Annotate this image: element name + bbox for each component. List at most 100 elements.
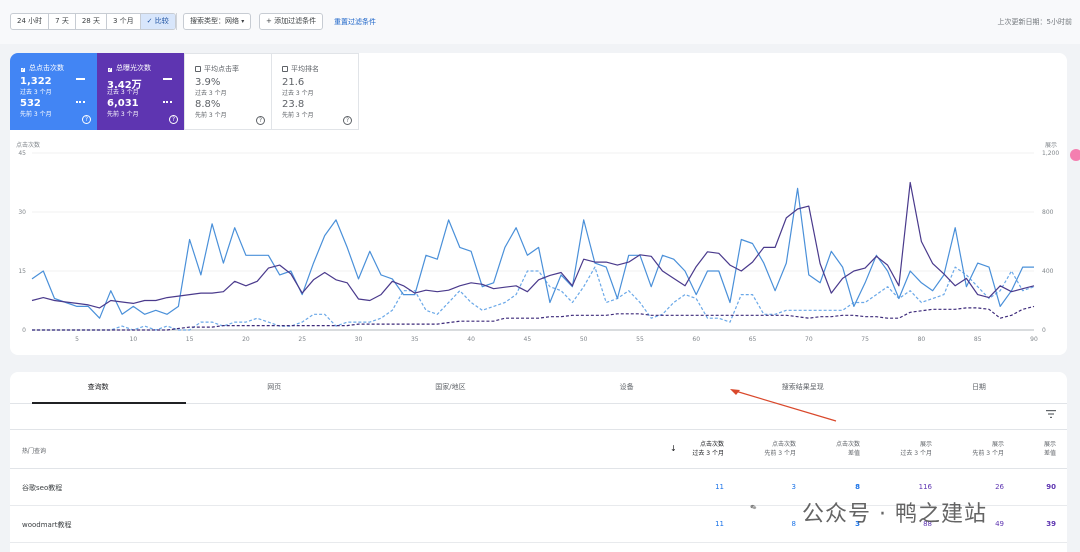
metric-label-text: 总曝光次数 — [116, 64, 151, 72]
query-text: woodmart教程 — [22, 521, 72, 529]
tab-pages[interactable]: 网页 — [267, 383, 282, 391]
impressions-diff: 39 — [1046, 520, 1056, 528]
column-header-sub: 先前 3 个月 — [972, 450, 1004, 457]
metric-value-previous: 532 — [20, 98, 41, 109]
metric-label-text: 平均点击率 — [204, 65, 239, 73]
range-compare[interactable]: ✓ 比较 — [140, 14, 175, 29]
metric-label-text: 平均排名 — [291, 65, 319, 73]
metric-value-current: 3.9% — [195, 77, 221, 88]
column-header-sub: 过去 3 个月 — [692, 450, 724, 457]
y2-tick-label: 0 — [1042, 327, 1046, 334]
sort-arrow-icon: ↓ — [670, 444, 677, 453]
help-icon[interactable]: ? — [343, 116, 352, 125]
tab-dates[interactable]: 日期 — [971, 383, 986, 391]
x-tick-label: 5 — [75, 336, 79, 343]
column-header-clicks-previous[interactable]: 点击次数 先前 3 个月 — [752, 440, 796, 458]
search-type-dropdown[interactable]: 搜索类型：网络 ▾ — [183, 13, 252, 30]
range-28d[interactable]: 28 天 — [76, 14, 107, 29]
metric-label-text: 总点击次数 — [29, 64, 64, 72]
performance-card: ✓ 总点击次数 1,322 过去 3 个月 532 先前 3 个月 ? ✓ 总曝光次… — [10, 53, 1067, 355]
clicks-current: 11 — [715, 520, 724, 528]
column-header-main: 点击次数 — [835, 441, 860, 448]
metric-label: ✓ 总点击次数 — [20, 63, 64, 73]
column-header-main: 展示 — [991, 441, 1004, 448]
metric-value-current: 21.6 — [282, 77, 305, 88]
table-row[interactable]: 谷歌seo教程 11 3 8 116 26 90 — [10, 469, 1067, 506]
impressions-current: 116 — [918, 483, 932, 491]
dimension-tabs: 查询数 网页 国家/地区 设备 搜索结果呈现 日期 — [10, 372, 1067, 404]
metric-value-current: 1,322 — [20, 76, 52, 87]
series-line — [32, 305, 1035, 331]
tab-search-appearance[interactable]: 搜索结果呈现 — [781, 383, 824, 391]
help-icon[interactable]: ? — [169, 115, 178, 124]
x-tick-label: 80 — [918, 336, 926, 343]
metric-period-previous: 先前 3 个月 — [107, 111, 139, 118]
tab-queries[interactable]: 查询数 — [10, 372, 187, 404]
check-icon: ✓ — [146, 17, 155, 25]
range-7d[interactable]: 7 天 — [49, 14, 76, 29]
performance-line-chart[interactable]: 点击次数 展示 0 15 30 45 0 400 800 1,200 5 10 15 20 25 30 35… — [10, 138, 1067, 348]
reset-filters-link[interactable]: 重置过滤条件 — [334, 18, 376, 26]
column-header-main: 展示 — [919, 441, 932, 448]
series-line — [32, 266, 1035, 331]
table-row[interactable]: woodmart教程 11 8 3 88 49 39 — [10, 506, 1067, 543]
range-3m[interactable]: 3 个月 — [107, 14, 141, 29]
x-tick-label: 20 — [242, 336, 250, 343]
queries-table-card: 查询数 网页 国家/地区 设备 搜索结果呈现 日期 热门查询 ↓ 点击次数 过去… — [10, 372, 1067, 552]
column-header-query[interactable]: 热门查询 — [22, 448, 47, 455]
checkbox-checked-icon: ✓ — [20, 67, 26, 73]
tab-countries[interactable]: 国家/地区 — [435, 383, 466, 391]
toolbar-divider — [176, 13, 177, 30]
x-tick-label: 30 — [355, 336, 363, 343]
tab-devices[interactable]: 设备 — [619, 383, 634, 391]
column-header-clicks-current[interactable]: ↓ 点击次数 过去 3 个月 — [670, 440, 724, 458]
column-header-sub: 差值 — [1043, 450, 1056, 457]
column-header-impressions-diff[interactable]: 展示 差值 — [1012, 440, 1056, 458]
metric-period-current: 过去 3 个月 — [282, 90, 314, 97]
metric-average-position[interactable]: 平均排名 21.6 过去 3 个月 23.8 先前 3 个月 ? — [272, 53, 359, 130]
impressions-current: 88 — [923, 520, 932, 528]
table-header: 热门查询 ↓ 点击次数 过去 3 个月 点击次数 先前 3 个月 点击次数 差值… — [10, 429, 1067, 469]
metric-average-ctr[interactable]: 平均点击率 3.9% 过去 3 个月 8.8% 先前 3 个月 ? — [184, 53, 272, 130]
column-header-clicks-diff[interactable]: 点击次数 差值 — [816, 440, 860, 458]
clicks-current: 11 — [715, 483, 724, 491]
checkbox-icon — [282, 66, 288, 72]
metric-period-current: 过去 3 个月 — [195, 90, 227, 97]
metric-value-current: 3.42万 — [107, 80, 142, 91]
y2-tick-label: 1,200 — [1042, 150, 1059, 157]
metric-period-previous: 先前 3 个月 — [195, 112, 227, 119]
help-icon[interactable]: ? — [256, 116, 265, 125]
metric-total-clicks[interactable]: ✓ 总点击次数 1,322 过去 3 个月 532 先前 3 个月 ? — [10, 53, 97, 130]
metric-period-previous: 先前 3 个月 — [282, 112, 314, 119]
clicks-diff: 3 — [855, 520, 860, 528]
dotted-line-legend-icon — [76, 101, 85, 103]
column-header-sub: 先前 3 个月 — [764, 450, 796, 457]
date-range-selector: 24 小时 7 天 28 天 3 个月 ✓ 比较 — [10, 13, 176, 30]
y-tick-label: 0 — [22, 327, 26, 334]
x-tick-label: 70 — [805, 336, 813, 343]
x-tick-label: 35 — [411, 336, 419, 343]
column-header-impressions-previous[interactable]: 展示 先前 3 个月 — [960, 440, 1004, 458]
column-header-sub: 差值 — [847, 450, 860, 457]
column-header-impressions-current[interactable]: 展示 过去 3 个月 — [888, 440, 932, 458]
metric-total-impressions[interactable]: ✓ 总曝光次数 3.42万 过去 3 个月 6,031 先前 3 个月 ? — [97, 53, 184, 130]
dotted-line-legend-icon — [163, 101, 172, 103]
x-tick-label: 55 — [636, 336, 644, 343]
filter-rows-icon[interactable] — [1045, 409, 1057, 419]
clicks-previous: 3 — [791, 483, 796, 491]
checkbox-icon — [195, 66, 201, 72]
y-tick-label: 15 — [18, 268, 26, 275]
metric-label: 平均点击率 — [195, 64, 239, 74]
x-tick-label: 90 — [1030, 336, 1038, 343]
chart-grid — [32, 152, 1034, 331]
help-icon[interactable]: ? — [82, 115, 91, 124]
metric-label: ✓ 总曝光次数 — [107, 63, 151, 73]
query-text: 谷歌seo教程 — [22, 484, 63, 492]
range-24h[interactable]: 24 小时 — [11, 14, 50, 29]
series-line — [31, 181, 1035, 309]
add-filter-button[interactable]: + 添加过滤条件 — [259, 13, 324, 30]
clicks-diff: 8 — [855, 483, 860, 491]
y2-tick-label: 800 — [1042, 209, 1054, 216]
metric-period-previous: 先前 3 个月 — [20, 111, 52, 118]
feedback-bubble-icon[interactable] — [1070, 149, 1080, 161]
